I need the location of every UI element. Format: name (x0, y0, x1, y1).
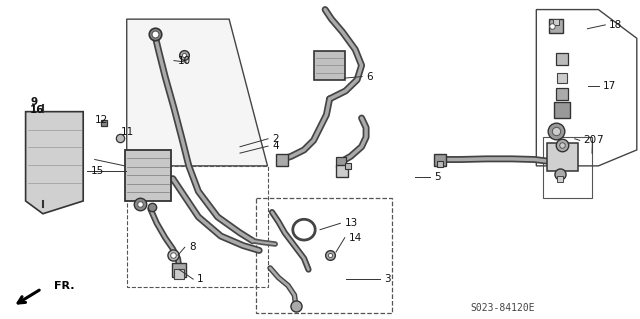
Text: FR.: FR. (54, 280, 75, 291)
Text: 16: 16 (30, 105, 45, 115)
Text: 18: 18 (609, 20, 623, 30)
Text: 13: 13 (344, 218, 358, 228)
Text: 20: 20 (584, 135, 597, 145)
Text: 2: 2 (272, 134, 278, 144)
Text: 4: 4 (272, 141, 278, 151)
Text: 5: 5 (434, 172, 440, 182)
FancyBboxPatch shape (125, 150, 171, 201)
Text: 10: 10 (178, 56, 191, 66)
Text: 1: 1 (197, 274, 204, 284)
Text: 7: 7 (596, 135, 603, 145)
Polygon shape (127, 19, 268, 166)
Text: 15: 15 (91, 166, 104, 176)
Text: 17: 17 (603, 81, 616, 91)
Text: 9: 9 (30, 97, 37, 107)
FancyBboxPatch shape (547, 144, 578, 170)
Text: 11: 11 (120, 127, 134, 137)
Text: 6: 6 (366, 71, 372, 82)
Polygon shape (26, 112, 83, 214)
Text: 3: 3 (384, 274, 390, 284)
FancyBboxPatch shape (314, 51, 345, 80)
Text: 8: 8 (189, 242, 195, 252)
Text: 12: 12 (95, 115, 108, 125)
Text: 14: 14 (349, 233, 362, 243)
Text: S023-84120E: S023-84120E (470, 303, 535, 313)
